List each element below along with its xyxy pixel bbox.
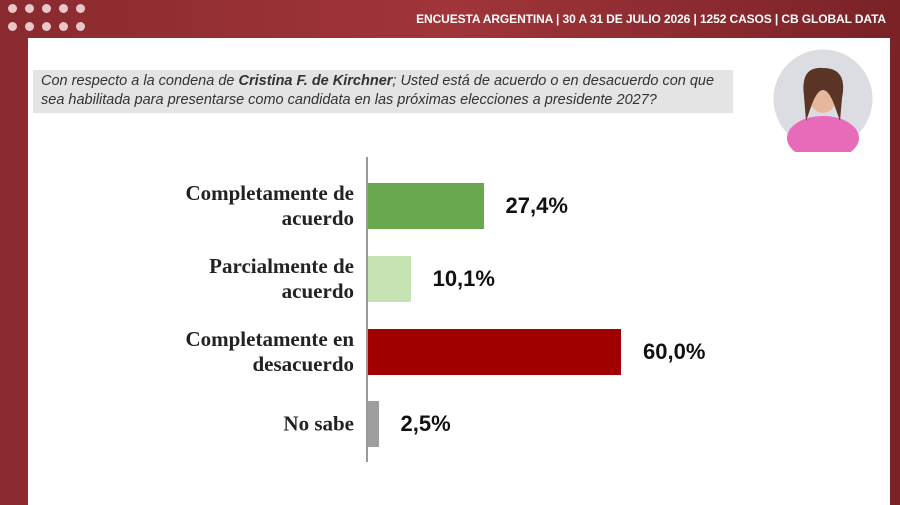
decor-dot	[25, 4, 34, 13]
bar	[368, 183, 484, 229]
value-label: 60,0%	[643, 339, 706, 364]
value-label: 10,1%	[432, 266, 495, 291]
decor-dot	[42, 22, 51, 31]
question: Con respecto a la condena de Cristina F.…	[33, 70, 733, 113]
panel	[28, 38, 890, 505]
value-label: 2,5%	[400, 411, 451, 436]
decor-dot	[8, 22, 17, 31]
decor-dot	[8, 4, 17, 13]
question-text: ; Usted está de acuerdo o en desacuerdo …	[41, 73, 715, 108]
photo	[770, 46, 876, 152]
bar	[368, 329, 621, 375]
question-text: Con respecto a la condena de	[41, 73, 239, 89]
decor-dot	[59, 4, 68, 13]
bar	[368, 256, 411, 302]
category-label: Completamente de acuerdo	[185, 181, 354, 230]
value-label: 27,4%	[505, 193, 568, 218]
decor-dot	[25, 22, 34, 31]
decor-dot	[76, 22, 85, 31]
axis-line	[366, 157, 368, 462]
category-label: Parcialmente de acuerdo	[209, 254, 354, 303]
decor-dot	[59, 22, 68, 31]
question-name: Cristina F. de Kirchner	[238, 73, 393, 89]
decor-dot	[76, 4, 85, 13]
decor-dot	[42, 4, 51, 13]
category-label: No sabe	[283, 411, 354, 436]
header: ENCUESTA ARGENTINA | 30 A 31 DE JULIO 20…	[416, 12, 886, 26]
category-label: Completamente en desacuerdo	[185, 327, 354, 376]
bar	[368, 401, 379, 447]
